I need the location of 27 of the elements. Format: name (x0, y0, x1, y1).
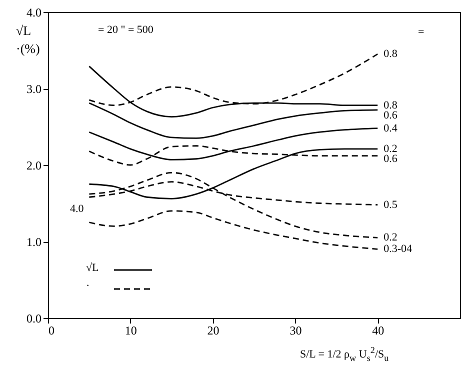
series-label: 0.3-04 (384, 243, 413, 256)
series-label: 0.4 (384, 122, 398, 134)
y-tick-label: 1.0 (26, 235, 42, 249)
y-tick-label: 4.0 (26, 6, 42, 20)
line-series (88, 210, 378, 250)
series-label: 0.6 (384, 152, 398, 165)
annotation: = (418, 26, 424, 38)
series-label: 0.6 (384, 109, 398, 122)
annotation: √L (86, 262, 99, 274)
x-tick-label: 20 (207, 324, 220, 338)
annotation: · (86, 280, 90, 292)
series-label: 0.2 (384, 232, 398, 244)
series-label: 0.8 (384, 99, 398, 112)
y-tick-label: 2.0 (26, 158, 42, 172)
series-label: 0.2 (384, 142, 398, 155)
x-axis-title: S/L = 1/2 ρ$_{w}$ U$_{s}$$^{2}$/S$_{u}$ (300, 345, 389, 363)
y-axis-title: √L ·(%) (16, 22, 40, 58)
y-tick-label: 0.0 (26, 312, 42, 326)
x-tick-label: 40 (372, 324, 384, 338)
y-tick-label: 3.0 (26, 82, 42, 96)
annotation: = 20 " = 500 (98, 24, 154, 36)
annotation: 4.0 (70, 203, 84, 215)
x-tick-label: 10 (124, 324, 137, 338)
series-label: 0.8 (384, 48, 398, 60)
x-tick-label: 0 (48, 324, 54, 338)
x-tick-label: 30 (290, 324, 302, 338)
series-label: 0.5 (384, 198, 398, 211)
